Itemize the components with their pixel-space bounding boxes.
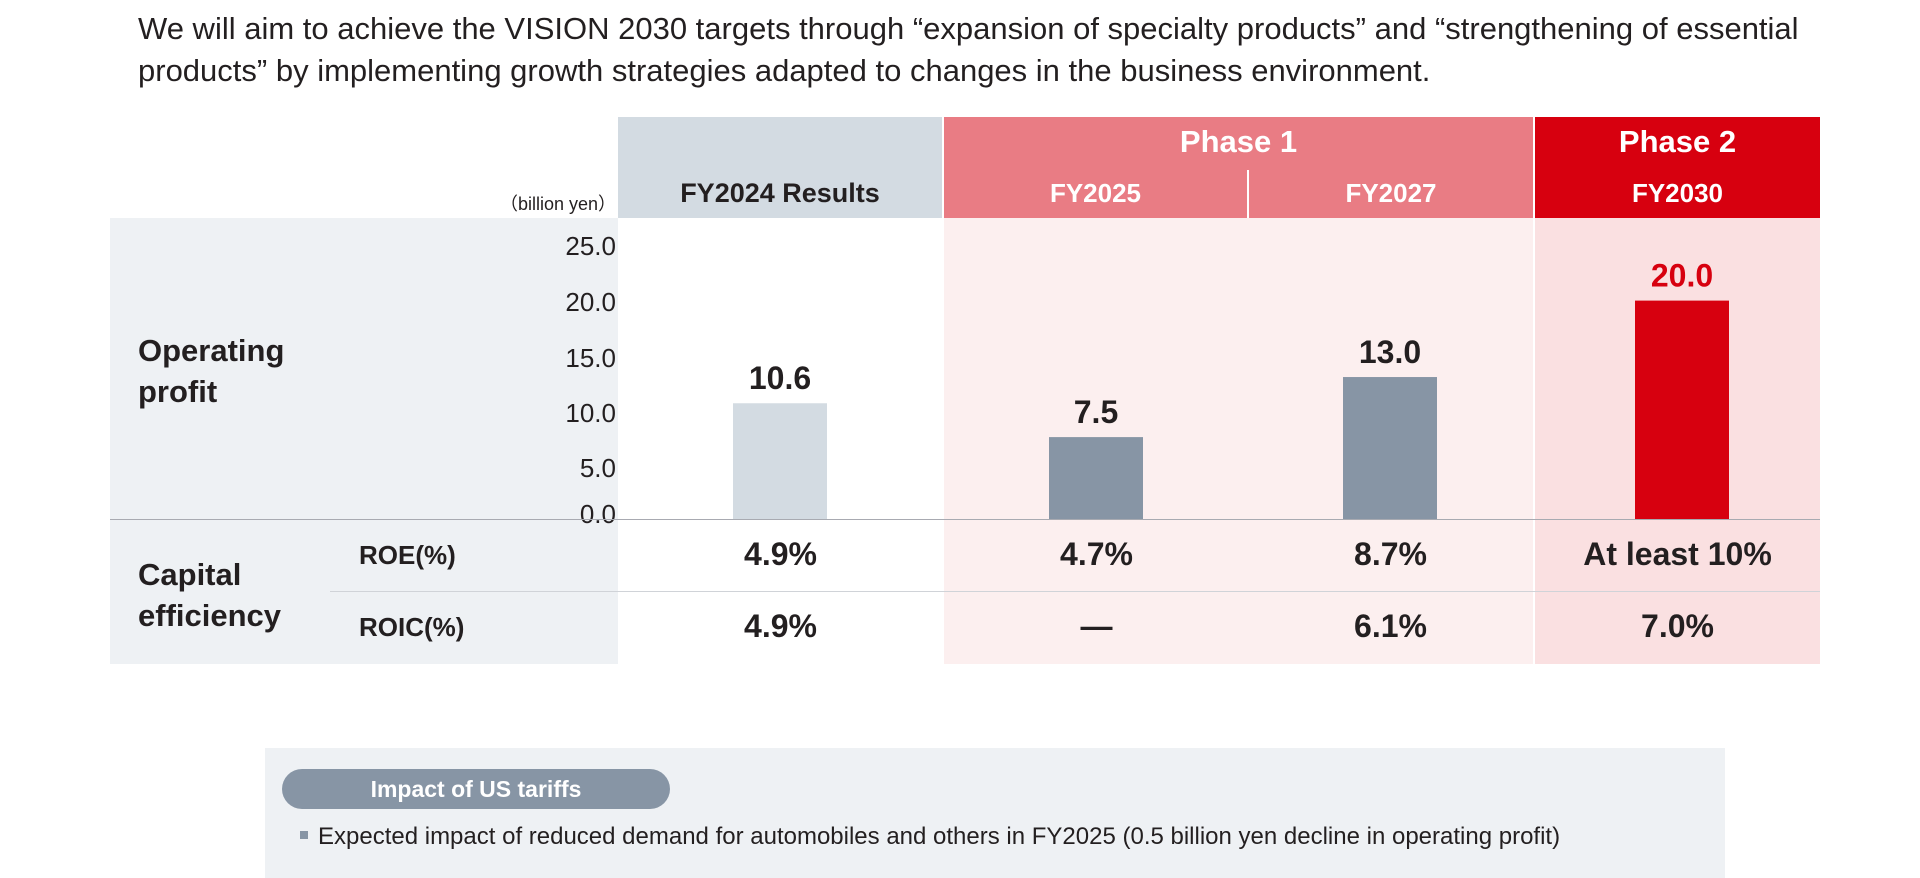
tariff-note-text: Expected impact of reduced demand for au… <box>318 823 1561 850</box>
metric-divider <box>330 591 1820 592</box>
bar-value-label: 13.0 <box>1359 334 1421 370</box>
roe-value: 8.7% <box>1354 536 1427 572</box>
phase1-divider <box>1247 170 1249 218</box>
unit-label: （billion yen） <box>500 194 617 214</box>
y-tick-label: 5.0 <box>579 453 616 483</box>
results-header-bg <box>618 117 942 218</box>
y-tick-label: 15.0 <box>565 343 616 373</box>
tariff-box <box>265 748 1725 878</box>
fy2025-header: FY2025 <box>1049 178 1142 208</box>
phase1-header-bg <box>944 117 1533 218</box>
bar <box>1049 437 1143 519</box>
roic-value: — <box>1080 608 1113 644</box>
roic-value: 7.0% <box>1641 608 1714 644</box>
row-labels-bg <box>110 218 618 664</box>
y-tick-label: 25.0 <box>565 231 616 261</box>
roic-value: 6.1% <box>1354 608 1427 644</box>
operating-profit-label: Operating profit <box>138 333 285 409</box>
bar-value-label: 20.0 <box>1651 258 1713 294</box>
roe-label: ROE(%) <box>359 540 456 570</box>
bar <box>1343 377 1437 519</box>
tariff-note: Expected impact of reduced demand for au… <box>300 823 1560 851</box>
bar <box>733 403 827 519</box>
roic-value: 4.9% <box>744 608 817 644</box>
roe-value: 4.7% <box>1060 536 1133 572</box>
phase1-title: Phase 1 <box>1179 124 1298 159</box>
roic-label: ROIC(%) <box>359 612 465 642</box>
y-tick-label: 10.0 <box>565 398 616 428</box>
phase2-title: Phase 2 <box>1618 124 1737 159</box>
fy2027-header: FY2027 <box>1345 178 1437 208</box>
bar-value-label: 10.6 <box>749 360 811 396</box>
tariff-title: Impact of US tariffs <box>282 769 670 809</box>
intro-text: We will aim to achieve the VISION 2030 t… <box>138 11 1799 88</box>
y-tick-label: 20.0 <box>565 287 616 317</box>
fy2030-header: FY2030 <box>1631 178 1724 208</box>
axis-baseline <box>110 519 1820 520</box>
fy2024-header: FY2024 Results <box>680 178 880 208</box>
bar-value-label: 7.5 <box>1074 394 1118 430</box>
roe-value: 4.9% <box>744 536 817 572</box>
bar <box>1635 300 1729 519</box>
y-tick-label: 0.0 <box>579 499 616 529</box>
bullet-icon <box>300 830 308 839</box>
roe-value: At least 10% <box>1583 536 1772 572</box>
capital-efficiency-label: Capital efficiency <box>138 557 282 633</box>
phase2-header-bg <box>1535 117 1820 218</box>
